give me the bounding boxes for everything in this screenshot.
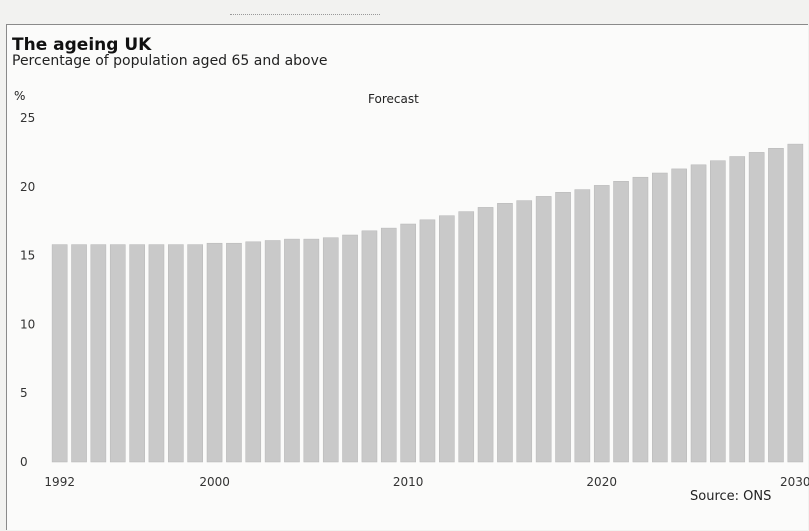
bar-2022 <box>632 176 649 463</box>
bar-1998 <box>168 244 184 463</box>
scan-artifact-line <box>230 14 380 16</box>
x-tick-label: 2010 <box>393 475 424 489</box>
bar-2004 <box>284 238 300 463</box>
bar-2030 <box>787 143 804 463</box>
y-axis-ticks: 0 5 10 15 20 25 <box>20 111 35 469</box>
bar-2002 <box>245 241 262 463</box>
bar-2011 <box>419 219 436 463</box>
bar-2007 <box>342 234 358 463</box>
x-tick-label: 2000 <box>199 475 230 489</box>
bar-1995 <box>109 244 126 463</box>
bar-2029 <box>768 148 784 463</box>
bar-2018 <box>555 192 571 463</box>
bar-1992 <box>51 244 68 463</box>
forecast-annotation: Forecast <box>368 92 419 106</box>
source-note: Source: ONS <box>690 489 772 504</box>
chart-title: The ageing UK <box>12 35 152 55</box>
bar-2028 <box>748 152 765 463</box>
bar-2005 <box>303 238 320 463</box>
bar-2001 <box>226 242 242 463</box>
bar-2019 <box>574 189 591 463</box>
bar-2003 <box>264 240 281 463</box>
bar-2024 <box>671 168 687 463</box>
y-tick-label: 0 <box>20 455 28 469</box>
bar-2020 <box>593 185 610 463</box>
bar-1999 <box>187 244 203 463</box>
bar-2021 <box>613 181 629 463</box>
chart-subtitle: Percentage of population aged 65 and abo… <box>12 53 328 69</box>
bar-2027 <box>729 156 746 463</box>
bar-2006 <box>322 237 339 463</box>
bar-1997 <box>148 244 165 463</box>
y-tick-label: 25 <box>20 111 35 125</box>
x-tick-label: 2020 <box>586 475 617 489</box>
y-tick-label: 5 <box>20 386 28 400</box>
bar-1996 <box>129 244 145 463</box>
y-axis-unit: % <box>14 89 26 103</box>
bar-2000 <box>206 242 223 463</box>
bar-2013 <box>458 211 475 463</box>
bar-2023 <box>652 172 668 463</box>
bar-1994 <box>90 244 107 463</box>
bar-2012 <box>439 215 455 463</box>
bar-2009 <box>380 227 397 463</box>
bar-2010 <box>400 223 416 463</box>
bar-2025 <box>690 164 707 463</box>
bar-2008 <box>361 230 378 463</box>
x-tick-label: 2030 <box>780 475 809 489</box>
bar-2015 <box>497 203 513 463</box>
bars-group <box>51 143 804 463</box>
y-tick-label: 15 <box>20 249 35 263</box>
y-tick-label: 10 <box>20 317 35 331</box>
bar-2026 <box>710 160 726 463</box>
bar-1993 <box>71 244 87 463</box>
x-tick-label: 1992 <box>44 475 75 489</box>
bar-2016 <box>516 200 533 463</box>
y-tick-label: 20 <box>20 180 35 194</box>
bar-2014 <box>477 207 494 463</box>
bar-2017 <box>535 196 552 463</box>
x-axis-ticks: 1992 2000 2010 2020 2030 <box>44 475 809 489</box>
